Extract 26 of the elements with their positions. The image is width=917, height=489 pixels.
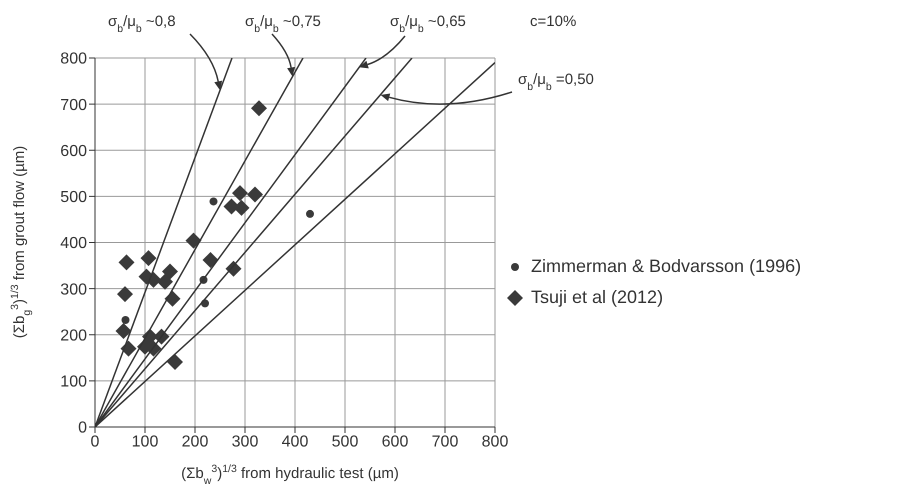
x-tick-label: 400 — [282, 433, 308, 450]
y-tick-label: 0 — [78, 420, 88, 437]
y-tick-label: 100 — [60, 374, 88, 391]
y-tick-label: 800 — [60, 50, 88, 68]
y-tick-label: 300 — [60, 281, 88, 298]
y-tick-label: 200 — [60, 327, 88, 344]
y-tick-label: 600 — [60, 142, 88, 160]
x-tick-label: 800 — [482, 433, 508, 450]
x-tick-label: 300 — [232, 433, 258, 450]
text: c=10% — [530, 13, 576, 30]
x-tick-label: 500 — [332, 433, 358, 450]
legend-label: Zimmerman & Bodvarsson (1996) — [531, 256, 802, 277]
x-tick-label: 0 — [90, 433, 100, 450]
x-tick-label: 700 — [432, 433, 458, 450]
annotation: σ$_{b}$/μ$_{b}$ ~0,8 — [108, 13, 176, 35]
x-tick-label: 600 — [382, 433, 408, 450]
y-tick-label: 700 — [60, 96, 88, 114]
y-tick-label: 400 — [60, 235, 88, 252]
x-tick-label: 200 — [182, 433, 208, 450]
annotation: σ$_{b}$/μ$_{b}$ =0,50 — [518, 71, 594, 93]
y-tick-label: 500 — [60, 189, 88, 206]
annotation: σ$_{b}$/μ$_{b}$ ~0,65 — [390, 13, 466, 35]
annotation: σ$_{b}$/μ$_{b}$ ~0,75 — [245, 13, 321, 35]
legend-label: Tsuji et al (2012) — [531, 287, 664, 308]
x-tick-label: 100 — [132, 433, 158, 450]
x-axis-title: (Σb$_{w}$$^{3}$)$^{1/3}$ from hydraulic test (µm) — [181, 463, 399, 487]
